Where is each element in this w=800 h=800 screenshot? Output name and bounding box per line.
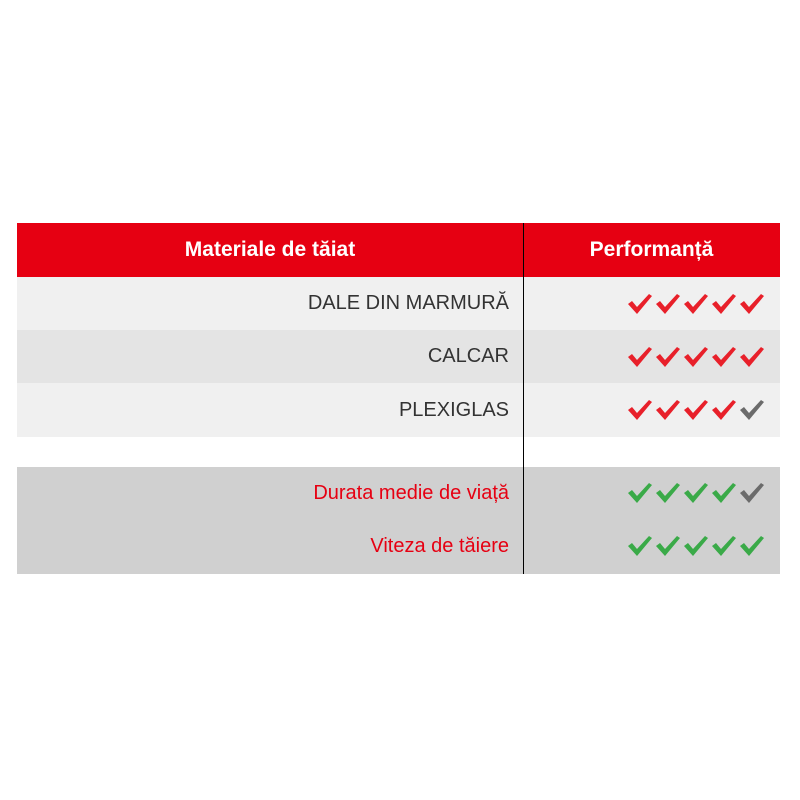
check-empty-icon — [740, 400, 764, 420]
table-row: Durata medie de viață — [17, 467, 780, 519]
rating-checks — [628, 399, 764, 421]
check-filled-icon — [628, 400, 652, 420]
rating-checks — [628, 535, 764, 557]
table-row: CALCAR — [17, 330, 780, 383]
check-filled-icon — [656, 346, 680, 367]
check-filled-icon — [684, 400, 708, 420]
check-filled-icon — [712, 400, 736, 420]
check-empty-icon — [740, 483, 764, 503]
check-filled-icon — [656, 536, 680, 556]
check-filled-icon — [656, 293, 680, 314]
check-filled-icon — [656, 483, 680, 503]
check-filled-icon — [712, 483, 736, 503]
material-label: CALCAR — [427, 345, 509, 367]
rating-checks — [628, 346, 764, 368]
check-filled-icon — [684, 536, 708, 556]
material-label: PLEXIGLAS — [398, 398, 509, 421]
properties-block — [17, 467, 780, 574]
check-filled-icon — [740, 346, 764, 367]
check-filled-icon — [712, 536, 736, 556]
property-label: Durata medie de viață — [313, 481, 509, 504]
check-filled-icon — [684, 346, 708, 367]
check-filled-icon — [628, 346, 652, 367]
table-header: Materiale de tăiat Performanță — [17, 223, 780, 277]
check-filled-icon — [740, 536, 764, 556]
property-label: Viteza de tăiere — [370, 534, 509, 557]
check-filled-icon — [712, 293, 736, 314]
rating-checks — [628, 293, 764, 315]
material-label: DALE DIN MARMURĂ — [307, 292, 509, 314]
rating-checks — [628, 482, 764, 504]
header-performance: Performanță — [589, 238, 714, 261]
check-filled-icon — [684, 483, 708, 503]
check-filled-icon — [712, 346, 736, 367]
header-materials: Materiale de tăiat — [184, 238, 356, 261]
column-divider — [523, 223, 524, 574]
check-filled-icon — [628, 483, 652, 503]
table-row: Viteza de tăiere — [17, 519, 780, 573]
table-row: PLEXIGLAS — [17, 383, 780, 437]
check-filled-icon — [740, 293, 764, 314]
check-filled-icon — [628, 536, 652, 556]
check-filled-icon — [684, 293, 708, 314]
check-filled-icon — [656, 400, 680, 420]
check-filled-icon — [628, 293, 652, 314]
table-row: DALE DIN MARMURĂ — [17, 277, 780, 330]
